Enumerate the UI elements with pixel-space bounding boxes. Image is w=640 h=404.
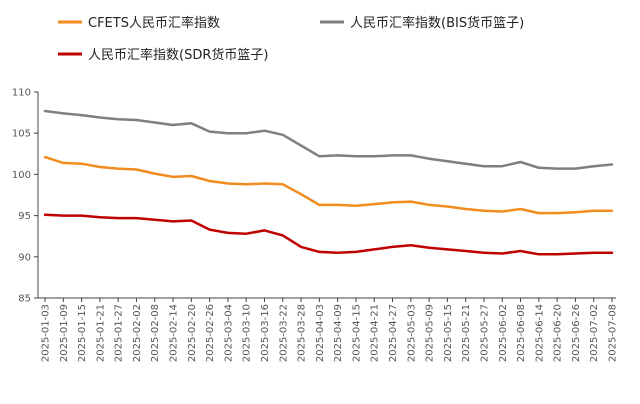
x-tick-label: 2025-06-20 [553, 304, 564, 362]
x-tick-label: 2025-01-27 [114, 304, 125, 362]
x-tick-label: 2025-02-02 [132, 304, 143, 362]
x-tick-label: 2025-01-03 [41, 304, 52, 362]
x-tick-label: 2025-07-08 [608, 304, 619, 362]
x-tick-label: 2025-06-08 [516, 304, 527, 362]
x-tick-label: 2025-05-09 [425, 304, 436, 362]
x-tick-label: 2025-03-16 [260, 304, 271, 362]
series-line-bis [43, 109, 614, 170]
y-tick-label: 95 [18, 211, 31, 222]
x-tick-label: 2025-03-22 [278, 304, 289, 362]
legend-label-sdr: 人民币汇率指数(SDR货币篮子) [88, 47, 268, 63]
series-line-sdr [43, 213, 614, 256]
x-tick-label: 2025-04-03 [315, 304, 326, 362]
y-tick-label: 90 [18, 252, 31, 263]
y-tick-label: 100 [12, 170, 31, 181]
legend-item-cfets: CFETS人民币汇率指数 [58, 15, 220, 31]
x-tick-label: 2025-04-21 [370, 304, 381, 362]
x-tick-label: 2025-05-03 [406, 304, 417, 362]
legend-label-cfets: CFETS人民币汇率指数 [88, 15, 220, 31]
x-tick-label: 2025-02-08 [150, 304, 161, 362]
legend-item-sdr: 人民币汇率指数(SDR货币篮子) [58, 47, 268, 63]
x-tick-label: 2025-05-27 [479, 304, 490, 362]
x-tick-label: 2025-04-15 [351, 304, 362, 362]
y-tick-label: 105 [12, 129, 31, 140]
y-tick-label: 85 [18, 294, 31, 305]
y-axis-ticks: 85 90 95 100 105 110 [12, 88, 38, 305]
y-tick-label: 110 [12, 88, 31, 99]
x-tick-label: 2025-03-10 [242, 304, 253, 362]
x-tick-label: 2025-02-26 [205, 304, 216, 362]
x-tick-label: 2025-02-14 [169, 304, 180, 362]
x-tick-label: 2025-07-02 [589, 304, 600, 362]
x-tick-label: 2025-01-15 [77, 304, 88, 362]
x-tick-label: 2025-04-27 [388, 304, 399, 362]
x-tick-label: 2025-01-09 [59, 304, 70, 362]
legend: CFETS人民币汇率指数 人民币汇率指数(BIS货币篮子) 人民币汇率指数(SD… [58, 15, 524, 63]
legend-item-bis: 人民币汇率指数(BIS货币篮子) [320, 15, 524, 31]
x-tick-label: 2025-05-21 [461, 304, 472, 362]
series-lines [43, 109, 614, 256]
x-tick-label: 2025-01-21 [95, 304, 106, 362]
series-line-cfets [43, 155, 614, 215]
x-tick-label: 2025-03-28 [297, 304, 308, 362]
legend-label-bis: 人民币汇率指数(BIS货币篮子) [350, 15, 524, 31]
x-tick-label: 2025-06-14 [534, 304, 545, 362]
x-tick-label: 2025-06-02 [498, 304, 509, 362]
x-tick-label: 2025-04-09 [333, 304, 344, 362]
x-axis-ticks: 2025-01-03 2025-01-09 2025-01-15 2025-01-21… [41, 298, 619, 362]
x-tick-label: 2025-05-15 [443, 304, 454, 362]
x-tick-label: 2025-06-26 [571, 304, 582, 362]
x-tick-label: 2025-02-20 [187, 304, 198, 362]
x-tick-label: 2025-03-04 [223, 304, 234, 362]
